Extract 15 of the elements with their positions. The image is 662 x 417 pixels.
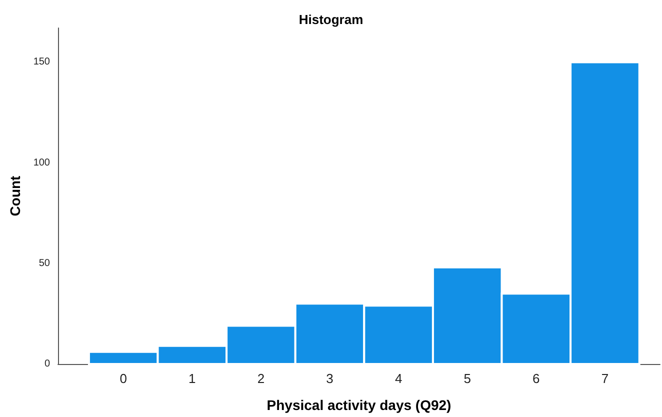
x-tick-label: 4 — [394, 371, 402, 386]
x-tick-label: 1 — [188, 371, 196, 386]
y-axis-title: Count — [7, 175, 23, 216]
x-tick-label: 6 — [532, 371, 540, 386]
x-tick-label: 5 — [464, 371, 471, 386]
y-tick-label: 50 — [38, 258, 50, 269]
x-tick-label: 2 — [257, 371, 265, 386]
y-tick-label: 0 — [44, 358, 50, 370]
y-tick-label: 100 — [33, 157, 50, 168]
y-tick-label: 150 — [33, 56, 50, 68]
x-tick-label: 7 — [601, 371, 609, 386]
chart-title: Histogram — [298, 12, 364, 27]
x-tick-label: 0 — [120, 371, 127, 386]
x-tick-label: 3 — [326, 371, 334, 386]
x-axis-title: Physical activity days (Q92) — [266, 397, 452, 413]
